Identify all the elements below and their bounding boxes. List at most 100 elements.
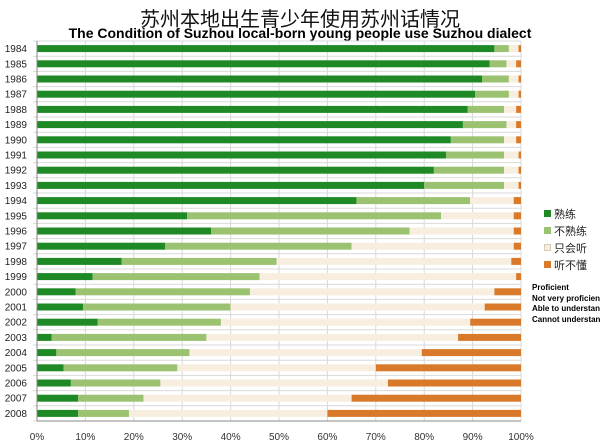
bar-proficient [37, 364, 64, 372]
bar-proficient [37, 349, 57, 357]
legend-swatch-not-very-proficient [544, 227, 551, 234]
bar-not-very-proficient [433, 166, 505, 174]
y-tick-label: 1999 [5, 272, 28, 283]
bar-able-to-understand [351, 242, 514, 250]
legend-swatch-proficient [544, 210, 551, 217]
bar-able-to-understand [508, 75, 519, 83]
bar-not-very-proficient [75, 288, 250, 296]
bar-able-to-understand [504, 136, 517, 144]
bar-not-very-proficient [445, 151, 505, 159]
bar-proficient [37, 273, 93, 281]
bar-cannot-understand [518, 151, 521, 159]
bar-not-very-proficient [356, 197, 471, 205]
bar-proficient [37, 151, 446, 159]
legend-item-not-very-proficient: 不熟练 [544, 222, 587, 239]
bar-cannot-understand [513, 197, 521, 205]
bar-able-to-understand [470, 197, 514, 205]
x-tick-label: 60% [317, 432, 337, 443]
bar-proficient [37, 181, 425, 189]
y-tick-label: 1985 [5, 59, 28, 70]
y-tick-label: 1987 [5, 90, 28, 101]
bar-cannot-understand [513, 242, 521, 250]
bar-not-very-proficient [82, 303, 231, 311]
bar-cannot-understand [518, 181, 521, 189]
bar-able-to-understand [220, 318, 471, 326]
legend-swatch-able-to-understand [544, 244, 551, 251]
bar-not-very-proficient [70, 379, 161, 387]
legend-swatch-cannot-understand [544, 261, 551, 268]
legend: 熟练 不熟练 只会听 听不懂 [544, 205, 587, 273]
y-tick-label: 1990 [5, 135, 28, 146]
bar-not-very-proficient [97, 318, 221, 326]
bar-not-very-proficient [121, 257, 277, 265]
bar-proficient [37, 60, 490, 68]
bar-not-very-proficient [165, 242, 352, 250]
chart-title: 苏州本地出生青少年使用苏州话情况 [140, 7, 460, 31]
bar-able-to-understand [128, 409, 328, 417]
bar-able-to-understand [508, 90, 519, 98]
bar-cannot-understand [518, 75, 521, 83]
y-tick-label: 2003 [5, 333, 28, 344]
legend-label-cannot-understand: 听不懂 [554, 258, 587, 272]
legend-label-not-very-proficient: 不熟练 [554, 224, 587, 238]
bar-not-very-proficient [494, 45, 509, 53]
y-tick-label: 2000 [5, 287, 28, 298]
bar-proficient [37, 409, 79, 417]
bar-not-very-proficient [489, 60, 507, 68]
x-tick-label: 100% [508, 432, 534, 443]
bar-able-to-understand [441, 212, 514, 220]
bar-able-to-understand [259, 273, 517, 281]
bar-able-to-understand [508, 45, 519, 53]
bar-able-to-understand [409, 227, 514, 235]
y-tick-label: 2001 [5, 303, 28, 314]
bar-not-very-proficient [211, 227, 410, 235]
bar-proficient [37, 197, 357, 205]
bar-cannot-understand [518, 90, 521, 98]
bar-cannot-understand [518, 166, 521, 174]
bar-proficient [37, 212, 188, 220]
bar-cannot-understand [511, 257, 521, 265]
bar-proficient [37, 90, 476, 98]
bar-cannot-understand [513, 212, 521, 220]
bar-able-to-understand [160, 379, 388, 387]
bar-proficient [37, 257, 122, 265]
y-tick-label: 2002 [5, 318, 28, 329]
bar-cannot-understand [458, 333, 521, 341]
y-tick-label: 1992 [5, 166, 28, 177]
y-tick-label: 2008 [5, 409, 28, 420]
bar-proficient [37, 379, 71, 387]
bar-able-to-understand [506, 121, 517, 129]
bar-able-to-understand [504, 105, 517, 113]
bar-able-to-understand [143, 394, 352, 402]
bar-cannot-understand [375, 364, 521, 372]
y-tick-label: 1993 [5, 181, 28, 192]
y-tick-label: 1989 [5, 120, 28, 131]
x-tick-label: 0% [30, 432, 45, 443]
bar-cannot-understand [518, 45, 521, 53]
legend-item-able-to-understand: 只会听 [544, 239, 587, 256]
legend-english: Proficient Not very proficient Able to u… [532, 283, 600, 325]
legend-label-proficient: 熟练 [554, 207, 576, 221]
bar-cannot-understand [470, 318, 521, 326]
bar-cannot-understand [494, 288, 521, 296]
bar-cannot-understand [513, 227, 521, 235]
bar-not-very-proficient [92, 273, 260, 281]
legend-en-able-to-understand: Able to understand [532, 304, 600, 313]
bar-cannot-understand [516, 121, 521, 129]
bar-not-very-proficient [78, 394, 144, 402]
x-tick-label: 50% [269, 432, 289, 443]
x-tick-label: 10% [75, 432, 95, 443]
legend-en-proficient: Proficient [532, 283, 569, 292]
bar-not-very-proficient [78, 409, 129, 417]
bar-able-to-understand [276, 257, 512, 265]
bar-able-to-understand [504, 151, 519, 159]
bar-proficient [37, 242, 166, 250]
bar-cannot-understand [516, 105, 521, 113]
bar-cannot-understand [421, 349, 521, 357]
x-tick-label: 30% [172, 432, 192, 443]
bar-proficient [37, 318, 98, 326]
bar-cannot-understand [351, 394, 521, 402]
x-tick-label: 90% [463, 432, 483, 443]
y-tick-label: 2007 [5, 394, 28, 405]
